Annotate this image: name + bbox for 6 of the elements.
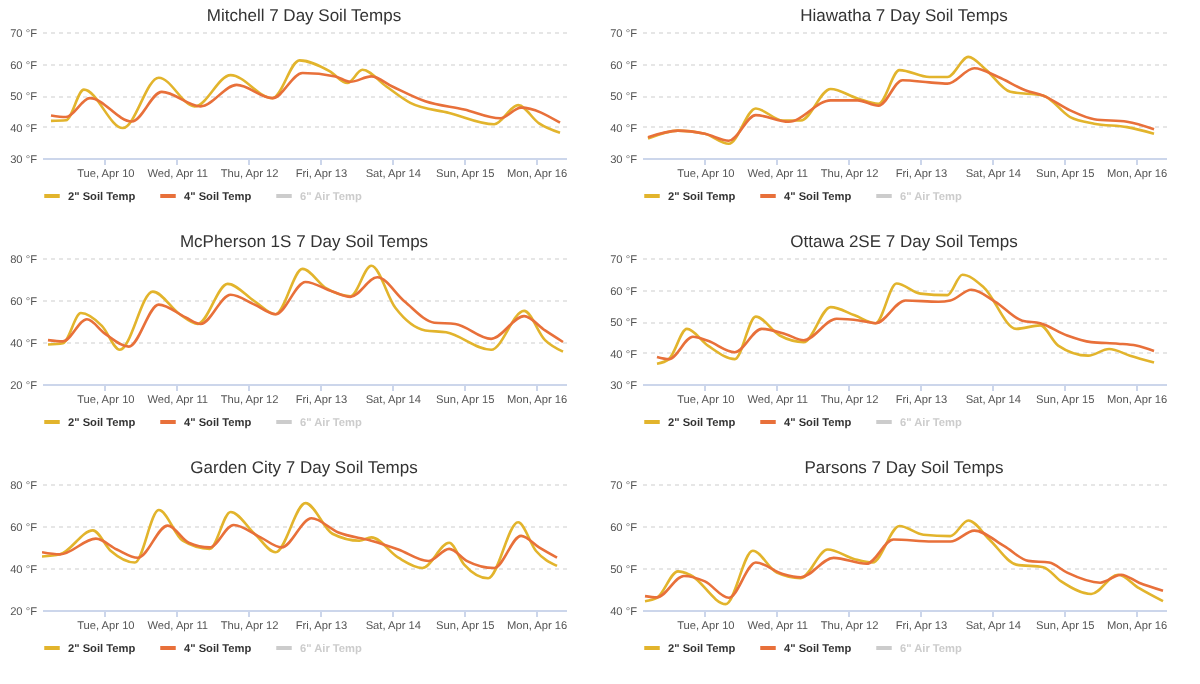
- chart-title: Parsons 7 Day Soil Temps: [804, 457, 1004, 477]
- chart-title: Hiawatha 7 Day Soil Temps: [800, 5, 1008, 25]
- chart-title: Ottawa 2SE 7 Day Soil Temps: [790, 231, 1018, 251]
- chart-title: Garden City 7 Day Soil Temps: [190, 457, 418, 477]
- chart-title: McPherson 1S 7 Day Soil Temps: [179, 231, 429, 251]
- chart-title: Mitchell 7 Day Soil Temps: [206, 5, 402, 25]
